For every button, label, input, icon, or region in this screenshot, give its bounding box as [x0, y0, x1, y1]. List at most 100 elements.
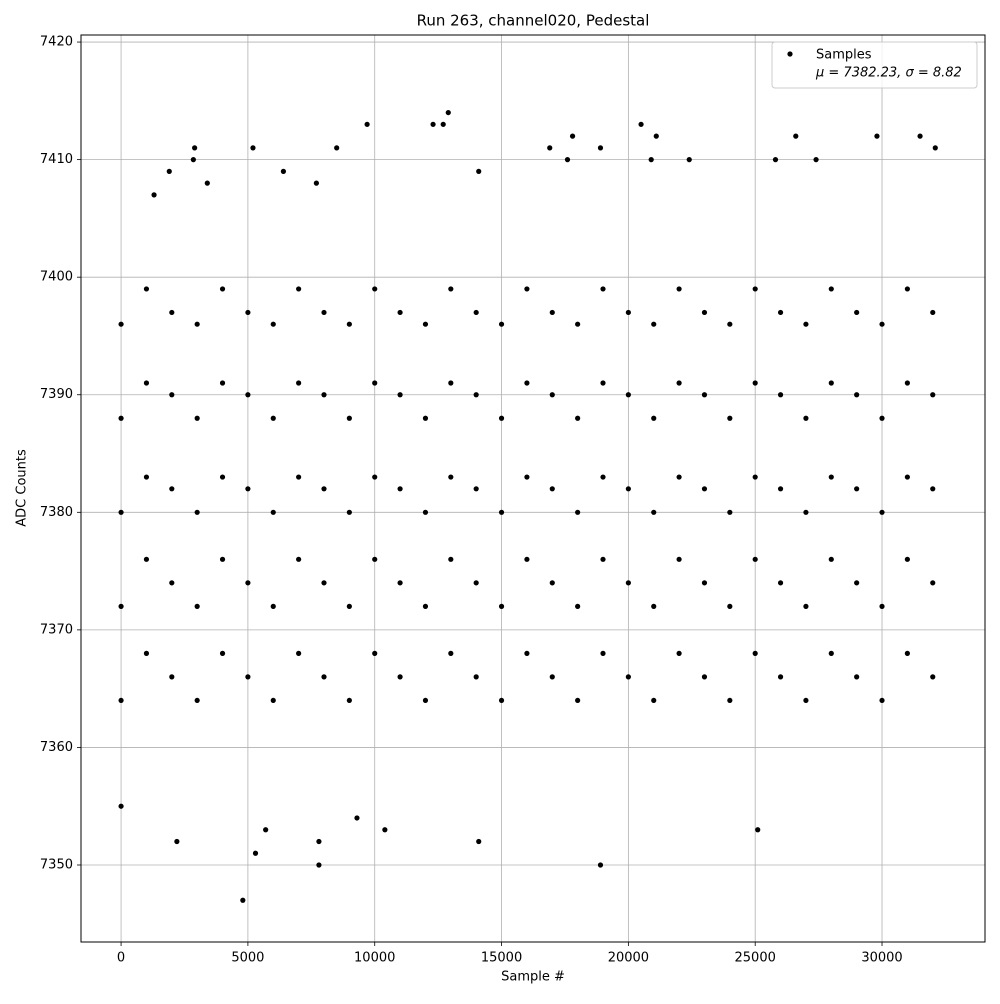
data-point — [118, 603, 124, 609]
data-point — [854, 674, 860, 680]
data-point — [372, 650, 378, 656]
data-point — [625, 674, 631, 680]
data-point — [476, 168, 482, 174]
data-point — [727, 321, 733, 327]
data-point — [803, 509, 809, 515]
data-point — [701, 580, 708, 586]
data-point — [174, 838, 180, 845]
data-point — [828, 650, 834, 656]
y-tick-label: 7400 — [40, 270, 73, 285]
data-point — [651, 509, 657, 515]
data-point — [625, 392, 631, 398]
data-point — [448, 286, 454, 292]
data-point — [701, 309, 708, 316]
data-point — [448, 474, 454, 480]
data-point — [569, 133, 576, 139]
data-point — [372, 286, 378, 292]
data-point — [549, 486, 555, 492]
x-tick-label: 30000 — [861, 951, 902, 966]
data-point — [316, 862, 322, 868]
data-point — [727, 415, 733, 421]
data-point — [143, 474, 150, 480]
data-point — [676, 556, 682, 562]
data-point — [600, 286, 606, 292]
data-point — [169, 486, 175, 492]
data-point — [245, 580, 251, 586]
data-point — [727, 697, 733, 704]
legend-box — [771, 41, 978, 89]
data-point — [879, 415, 885, 421]
data-point — [575, 321, 581, 327]
data-point — [879, 697, 885, 704]
data-point — [430, 121, 436, 127]
data-point — [194, 509, 200, 515]
data-point — [346, 509, 352, 515]
data-point — [904, 380, 910, 386]
data-point — [252, 850, 259, 856]
data-point — [118, 321, 124, 327]
data-point — [676, 380, 682, 386]
data-point — [498, 415, 505, 421]
data-point — [549, 392, 555, 398]
data-point — [321, 580, 327, 586]
data-point — [498, 697, 505, 704]
data-point — [854, 580, 860, 586]
data-point — [854, 309, 860, 316]
data-point — [701, 486, 708, 492]
data-point — [143, 380, 150, 386]
y-tick-label: 7420 — [40, 35, 73, 50]
data-point — [190, 157, 196, 163]
data-point — [803, 603, 809, 609]
x-tick-label: 0 — [117, 951, 125, 966]
x-tick-label: 10000 — [354, 951, 395, 966]
data-point — [321, 309, 327, 316]
data-point — [498, 321, 505, 327]
data-point — [904, 650, 910, 656]
data-point — [372, 380, 378, 386]
data-point — [930, 309, 936, 316]
data-point — [194, 697, 200, 704]
data-point — [219, 474, 226, 480]
data-point — [575, 509, 581, 515]
data-point — [372, 474, 378, 480]
data-point — [828, 556, 834, 562]
data-point — [321, 674, 327, 680]
chart-title: Run 263, channel020, Pedestal — [417, 12, 650, 30]
data-point — [245, 392, 251, 398]
data-point — [143, 556, 150, 562]
data-point — [169, 580, 175, 586]
data-point — [653, 133, 659, 139]
data-point — [803, 697, 809, 704]
data-point — [676, 474, 682, 480]
data-point — [346, 603, 352, 609]
x-tick-label: 15000 — [481, 951, 522, 966]
data-point — [648, 157, 654, 163]
x-tick-label: 5000 — [231, 951, 264, 966]
data-point — [638, 121, 644, 127]
data-point — [270, 321, 276, 327]
data-point — [219, 380, 226, 386]
data-point — [930, 674, 936, 680]
data-point — [143, 650, 150, 656]
data-point — [727, 603, 733, 609]
data-point — [879, 509, 885, 515]
data-point — [118, 415, 124, 421]
data-point — [194, 415, 200, 421]
data-point — [597, 862, 604, 868]
data-point — [752, 286, 758, 292]
data-point — [422, 321, 429, 327]
data-point — [625, 309, 631, 316]
data-point — [270, 697, 276, 704]
data-point — [676, 286, 682, 292]
data-point — [476, 838, 482, 845]
data-point — [755, 827, 761, 833]
data-point — [828, 474, 834, 480]
y-tick-label: 7370 — [40, 622, 73, 637]
y-axis-label: ADC Counts — [15, 449, 30, 527]
data-point — [777, 392, 784, 398]
data-point — [245, 309, 251, 316]
data-point — [473, 674, 479, 680]
data-point — [575, 415, 581, 421]
data-point — [904, 474, 910, 480]
